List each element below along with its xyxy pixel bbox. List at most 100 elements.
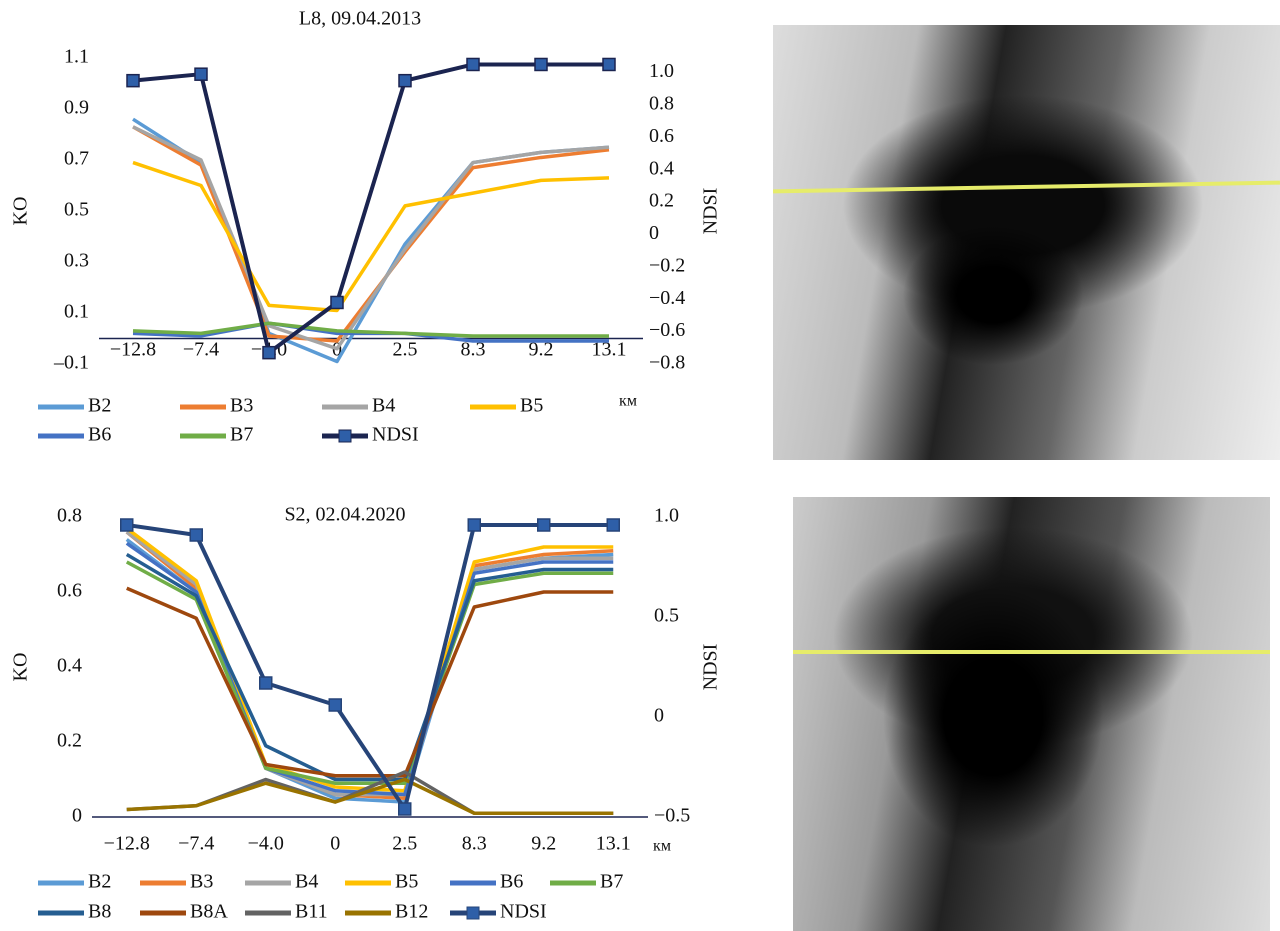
data-point	[466, 57, 480, 72]
y2-axis-title: NDSI	[700, 188, 722, 235]
legend-label: B11	[295, 901, 328, 923]
y2-tick-label: 1.0	[649, 60, 674, 82]
data-point	[194, 67, 208, 81]
y2-tick-label: 0.2	[649, 190, 674, 212]
series-line	[125, 538, 614, 804]
legend-label: B3	[190, 871, 213, 893]
y2-tick-label: 0	[649, 222, 659, 244]
y2-tick-label: −0.4	[649, 287, 685, 309]
x-tick-label: −4.0	[248, 833, 284, 855]
data-point	[328, 698, 342, 712]
data-point	[330, 295, 344, 310]
series-line	[132, 321, 609, 338]
x-tick-label: 2.5	[393, 339, 418, 361]
y-tick-label: 1.1	[64, 46, 89, 68]
data-point	[189, 528, 203, 542]
series-line	[132, 160, 610, 313]
x-tick-label: −7.4	[183, 339, 219, 361]
series-line	[125, 552, 614, 782]
legend-marker	[338, 429, 352, 443]
profile-line	[773, 180, 1280, 194]
x-tick-label: −7.4	[178, 833, 214, 855]
data-point	[537, 518, 551, 532]
chart-title: L8, 09.04.2013	[299, 8, 421, 30]
y2-tick-label: 1.0	[654, 505, 679, 527]
legend-label: B6	[500, 871, 523, 893]
legend-label: NDSI	[372, 424, 419, 446]
y-axis-title: KO	[10, 653, 32, 682]
series-line	[126, 777, 614, 815]
series-line	[125, 526, 614, 793]
x-tick-label: −12.8	[110, 339, 156, 361]
y-tick-label: 0.5	[64, 199, 89, 221]
legend-label: B5	[520, 395, 543, 417]
legend-label: B3	[230, 395, 253, 417]
series-line	[132, 125, 610, 351]
legend-label: B4	[295, 871, 318, 893]
x-tick-label: 13.1	[592, 339, 627, 361]
legend-label: B6	[88, 424, 111, 446]
x-axis-title: км	[653, 838, 671, 855]
series-line	[125, 560, 614, 785]
legend-label: NDSI	[500, 901, 547, 923]
data-point	[398, 73, 412, 88]
y2-tick-label: 0.6	[649, 125, 674, 147]
x-tick-label: 2.5	[392, 833, 417, 855]
x-axis-title: км	[619, 393, 637, 410]
x-tick-label: 0	[330, 833, 340, 855]
series-line	[132, 117, 610, 364]
series-line	[126, 586, 614, 778]
data-point	[126, 73, 140, 88]
x-tick-label: 8.3	[461, 339, 486, 361]
data-point	[602, 57, 616, 72]
x-tick-label: 9.2	[529, 339, 554, 361]
y2-tick-label: −0.5	[654, 805, 690, 827]
data-point	[398, 802, 412, 816]
legend-label: B2	[88, 871, 111, 893]
legend-label: B4	[372, 395, 395, 417]
y2-axis-title: NDSI	[700, 644, 722, 691]
y-tick-label: 0.2	[57, 730, 82, 752]
y-tick-label: 0.1	[64, 301, 89, 323]
data-point	[262, 345, 276, 360]
data-point	[259, 676, 273, 690]
y-tick-label: 0.3	[64, 250, 89, 272]
y2-tick-label: 0.8	[649, 93, 674, 115]
legend-label: B2	[88, 395, 111, 417]
data-point	[120, 518, 134, 532]
y-tick-label: 0.9	[64, 97, 89, 119]
legend-label: B8A	[190, 901, 228, 923]
satellite-image	[773, 25, 1280, 460]
data-point	[467, 518, 481, 532]
profile-line	[793, 650, 1270, 654]
legend-label: B5	[395, 871, 418, 893]
x-tick-label: 9.2	[531, 833, 556, 855]
legend-label: B7	[230, 424, 253, 446]
y2-tick-label: −0.6	[649, 319, 685, 341]
y2-tick-label: −0.2	[649, 254, 685, 276]
y-tick-label: 0	[72, 805, 82, 827]
charts: L8, 09.04.2013 KO NDSI км –0.1 0.1 0.3 0.5 0.7 0.…	[10, 8, 722, 923]
legend-label: B7	[600, 871, 623, 893]
y-tick-label: 0.4	[57, 655, 82, 677]
y-tick-label: 0.8	[57, 505, 82, 527]
data-point	[534, 57, 548, 72]
y2-tick-label: 0.4	[649, 157, 674, 179]
y2-tick-label: −0.8	[649, 352, 685, 374]
chart-title: S2, 02.04.2020	[284, 504, 405, 526]
series-line	[132, 62, 609, 355]
series-line	[132, 125, 610, 343]
data-point	[606, 518, 620, 532]
legend-label: B12	[395, 901, 428, 923]
x-tick-label: 13.1	[596, 833, 631, 855]
y-tick-label: 0.6	[57, 580, 82, 602]
y2-tick-label: 0.5	[654, 605, 679, 627]
legend-label: B8	[88, 901, 111, 923]
y-tick-label: –0.1	[53, 352, 89, 374]
x-tick-label: 8.3	[462, 833, 487, 855]
y-tick-label: 0.7	[64, 148, 89, 170]
satellite-image	[793, 497, 1270, 931]
legend-marker	[466, 906, 480, 920]
y-axis-title: KO	[10, 197, 32, 226]
